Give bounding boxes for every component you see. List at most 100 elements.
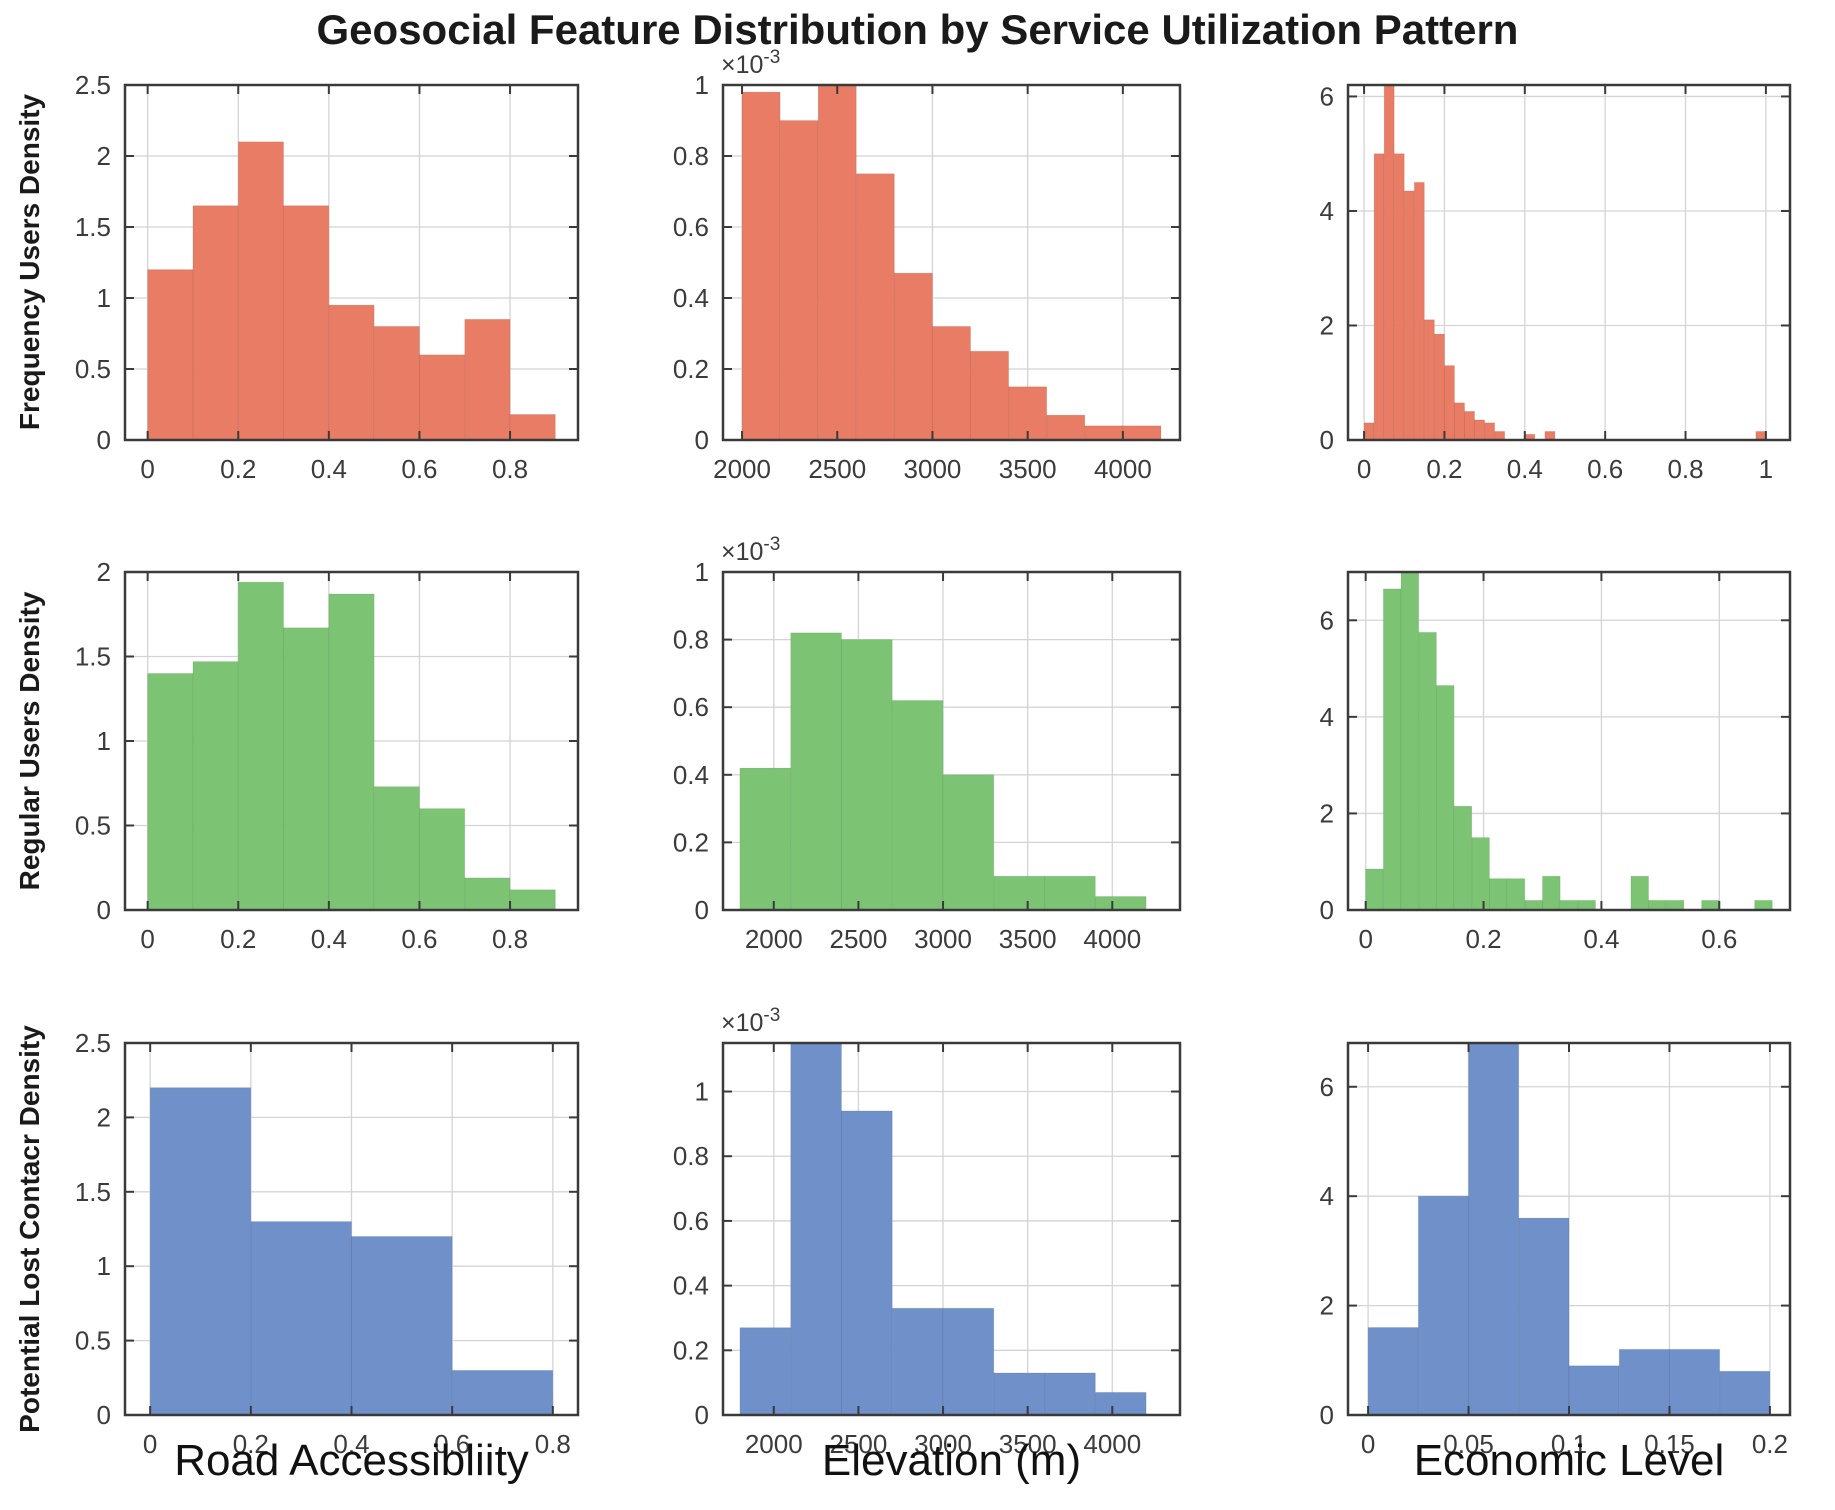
svg-text:0.6: 0.6 (673, 212, 709, 242)
svg-text:0: 0 (695, 895, 709, 925)
svg-text:0.2: 0.2 (673, 1335, 709, 1365)
svg-text:2.5: 2.5 (75, 1028, 111, 1058)
svg-text:4: 4 (1320, 1181, 1334, 1211)
svg-text:0: 0 (1358, 924, 1372, 954)
svg-text:2.5: 2.5 (75, 70, 111, 100)
svg-text:0: 0 (1320, 425, 1334, 455)
svg-text:3000: 3000 (914, 924, 972, 954)
figure-title: Geosocial Feature Distribution by Servic… (316, 6, 1519, 53)
svg-text:1: 1 (695, 1077, 709, 1107)
svg-text:0: 0 (140, 454, 154, 484)
svg-text:3500: 3500 (999, 924, 1057, 954)
svg-text:2: 2 (1320, 798, 1334, 828)
svg-text:0: 0 (695, 425, 709, 455)
svg-text:4: 4 (1320, 196, 1334, 226)
svg-text:0.2: 0.2 (220, 924, 256, 954)
svg-text:0: 0 (143, 1429, 157, 1459)
svg-text:0.8: 0.8 (535, 1429, 571, 1459)
svg-text:0: 0 (695, 1400, 709, 1430)
svg-text:3000: 3000 (914, 1429, 972, 1459)
histogram-regular-road: 0 0.2 0.4 0.6 0.8 0 0.5 1 1.5 2 (75, 557, 580, 954)
svg-text:3500: 3500 (999, 1429, 1057, 1459)
histogram-potential-economic: 0 0.05 0.1 0.15 0.2 0 2 4 6 (1320, 1041, 1792, 1459)
svg-text:0.4: 0.4 (673, 760, 709, 790)
x-axis-label-road-accessibility: Road Accessibliity (174, 1436, 529, 1485)
histogram-frequency-elevation: 2000 2500 3000 3500 4000 0 0.2 0.4 0.6 0.8 1 ×10-3 (673, 47, 1182, 484)
svg-text:2: 2 (97, 141, 111, 171)
svg-text:4: 4 (1320, 702, 1334, 732)
svg-text:×10-3: ×10-3 (721, 534, 780, 566)
histogram-regular-economic: 0 0.2 0.4 0.6 0 2 4 6 (1320, 570, 1792, 954)
svg-text:6: 6 (1320, 1072, 1334, 1102)
svg-text:0: 0 (1320, 895, 1334, 925)
svg-text:1.5: 1.5 (75, 1177, 111, 1207)
svg-text:0: 0 (1357, 454, 1371, 484)
svg-text:1: 1 (97, 283, 111, 313)
svg-text:6: 6 (1320, 81, 1334, 111)
svg-text:1: 1 (97, 1251, 111, 1281)
svg-text:3500: 3500 (999, 454, 1057, 484)
svg-text:4000: 4000 (1083, 924, 1141, 954)
svg-text:0.5: 0.5 (75, 354, 111, 384)
svg-text:0: 0 (1361, 1429, 1375, 1459)
svg-text:×10-3: ×10-3 (721, 47, 780, 79)
svg-text:0.2: 0.2 (673, 354, 709, 384)
histogram-frequency-road: 0 0.2 0.4 0.6 0.8 0 0.5 1 1.5 2 2.5 (75, 70, 580, 484)
svg-text:1: 1 (1759, 454, 1773, 484)
svg-text:0.4: 0.4 (1583, 924, 1619, 954)
svg-text:0.2: 0.2 (673, 827, 709, 857)
svg-text:0: 0 (97, 1400, 111, 1430)
svg-text:1: 1 (695, 557, 709, 587)
svg-text:0.8: 0.8 (673, 625, 709, 655)
svg-text:0.8: 0.8 (673, 1141, 709, 1171)
svg-text:2500: 2500 (829, 924, 887, 954)
svg-text:0.15: 0.15 (1644, 1429, 1695, 1459)
svg-text:0.2: 0.2 (1752, 1429, 1788, 1459)
svg-text:0.6: 0.6 (401, 454, 437, 484)
svg-text:0.05: 0.05 (1443, 1429, 1494, 1459)
svg-text:0.4: 0.4 (333, 1429, 369, 1459)
svg-text:0.2: 0.2 (220, 454, 256, 484)
svg-text:×10-3: ×10-3 (721, 1005, 780, 1037)
svg-text:2000: 2000 (745, 1429, 803, 1459)
svg-text:2: 2 (1320, 1291, 1334, 1321)
svg-text:1.5: 1.5 (75, 212, 111, 242)
svg-text:0.5: 0.5 (75, 1326, 111, 1356)
histogram-potential-road: 0 0.2 0.4 0.6 0.8 0 0.5 1 1.5 2 2.5 (75, 1028, 580, 1459)
svg-text:0.4: 0.4 (311, 454, 347, 484)
x-axis-label-economic-level: Economic Level (1413, 1436, 1725, 1485)
svg-text:4000: 4000 (1094, 454, 1152, 484)
svg-text:0.5: 0.5 (75, 811, 111, 841)
svg-text:0.1: 0.1 (1551, 1429, 1587, 1459)
svg-text:0.6: 0.6 (434, 1429, 470, 1459)
svg-text:2500: 2500 (829, 1429, 887, 1459)
svg-text:2: 2 (97, 557, 111, 587)
svg-text:1: 1 (97, 726, 111, 756)
histogram-potential-elevation: 2000 2500 3000 3500 4000 0 0.2 0.4 0.6 0.8 1 ×10-3 (673, 1005, 1182, 1459)
svg-text:0.4: 0.4 (1507, 454, 1543, 484)
svg-text:0.2: 0.2 (1465, 924, 1501, 954)
svg-text:2000: 2000 (713, 454, 771, 484)
svg-text:0.8: 0.8 (492, 454, 528, 484)
svg-text:1: 1 (695, 70, 709, 100)
svg-text:0.2: 0.2 (1426, 454, 1462, 484)
svg-text:0.4: 0.4 (673, 283, 709, 313)
svg-text:0.6: 0.6 (1701, 924, 1737, 954)
svg-text:0.6: 0.6 (1587, 454, 1623, 484)
svg-text:1.5: 1.5 (75, 642, 111, 672)
svg-text:0: 0 (97, 425, 111, 455)
svg-text:0: 0 (140, 924, 154, 954)
svg-text:0.6: 0.6 (673, 692, 709, 722)
svg-text:0.2: 0.2 (233, 1429, 269, 1459)
histogram-frequency-economic: 0 0.2 0.4 0.6 0.8 1 0 2 4 6 (1320, 81, 1792, 484)
svg-text:0.4: 0.4 (311, 924, 347, 954)
svg-text:0: 0 (97, 895, 111, 925)
x-axis-label-elevation: Elevation (m) (821, 1436, 1082, 1485)
svg-text:0.6: 0.6 (673, 1206, 709, 1236)
svg-text:3000: 3000 (904, 454, 962, 484)
svg-text:0: 0 (1320, 1400, 1334, 1430)
svg-text:2000: 2000 (745, 924, 803, 954)
svg-text:0.4: 0.4 (673, 1271, 709, 1301)
svg-text:0.8: 0.8 (1667, 454, 1703, 484)
svg-text:2500: 2500 (808, 454, 866, 484)
